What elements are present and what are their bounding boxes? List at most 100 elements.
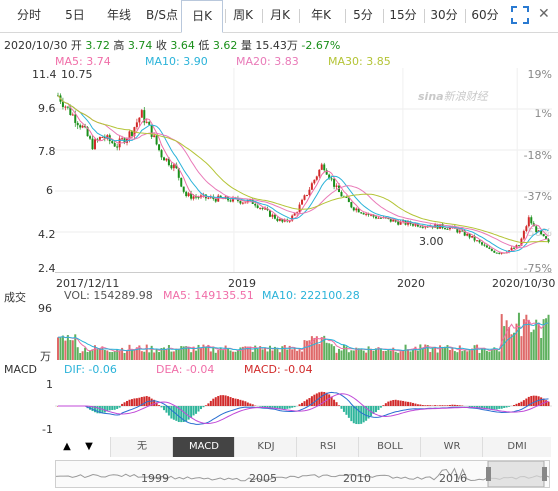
price-axis-label: 11.4 xyxy=(32,68,57,81)
candle-body xyxy=(495,252,498,254)
volume-bar xyxy=(79,353,82,360)
tab-daily-k[interactable]: 日K xyxy=(181,0,223,33)
indicator-tab-none[interactable]: 无 xyxy=(110,437,173,457)
candle-body xyxy=(148,121,151,125)
volume-bar xyxy=(180,346,183,360)
volume-bar xyxy=(91,349,94,360)
ma30-legend: MA30: 3.85 xyxy=(328,55,391,68)
volume-bar xyxy=(463,349,466,360)
tab-5day[interactable]: 5日 xyxy=(65,8,85,22)
tab-separator xyxy=(299,9,300,23)
volume-bar xyxy=(510,334,513,360)
macd-bar xyxy=(180,406,183,423)
candlesticks xyxy=(57,92,550,255)
macd-bar xyxy=(453,404,456,406)
volume-bar xyxy=(254,345,257,360)
candle-body xyxy=(498,252,501,254)
macd-bar xyxy=(537,396,540,406)
macd-bar xyxy=(399,400,402,406)
macd-bar xyxy=(527,396,530,406)
volume-bar xyxy=(357,348,360,360)
volume-bar xyxy=(140,351,143,360)
tab-monthly-k[interactable]: 月K xyxy=(270,8,290,22)
macd-bar xyxy=(372,406,375,414)
range-navigator[interactable] xyxy=(55,460,550,488)
volume-chart[interactable] xyxy=(55,302,552,360)
indicator-tab-kdj[interactable]: KDJ xyxy=(234,437,297,457)
volume-bar xyxy=(315,336,318,360)
volume-bar xyxy=(66,335,69,360)
volume-bar xyxy=(98,348,101,360)
macd-bar xyxy=(249,403,252,406)
tab-5min[interactable]: 5分 xyxy=(353,8,373,22)
navigator-selection[interactable] xyxy=(487,460,545,488)
macd-bar xyxy=(160,406,163,408)
candle-body xyxy=(217,195,220,202)
volume-bar xyxy=(530,332,533,360)
candle-body xyxy=(239,201,242,204)
macd-bar xyxy=(320,391,323,406)
kline-chart[interactable] xyxy=(55,68,552,273)
macd-bar xyxy=(367,406,370,419)
macd-bar xyxy=(293,406,296,408)
volume-bar xyxy=(286,349,289,360)
volume-bar xyxy=(387,349,390,360)
tab-60min[interactable]: 60分 xyxy=(471,8,499,22)
volume-bar xyxy=(540,337,543,360)
scroll-up-button[interactable]: ▲ xyxy=(63,441,71,452)
volume-bar xyxy=(397,352,400,360)
tab-weekly-k[interactable]: 周K xyxy=(233,8,253,22)
volume-bar xyxy=(372,350,375,360)
navigator-left-handle[interactable] xyxy=(486,467,491,481)
indicator-tab-boll[interactable]: BOLL xyxy=(358,437,421,457)
volume-bar xyxy=(451,348,454,360)
candle-body xyxy=(264,208,267,210)
tab-15min[interactable]: 15分 xyxy=(389,8,417,22)
close-icon[interactable]: ✕ xyxy=(538,6,550,22)
candle-body xyxy=(444,228,447,230)
volume-ma-line xyxy=(57,322,549,352)
macd-bar xyxy=(145,396,148,406)
volume-bar xyxy=(288,345,291,360)
indicator-tab-dmi[interactable]: DMI xyxy=(482,437,551,457)
tab-yearly-k[interactable]: 年K xyxy=(311,8,331,22)
tab-fenshi[interactable]: 分时 xyxy=(16,8,41,22)
fullscreen-icon[interactable] xyxy=(511,6,529,24)
candle-body xyxy=(288,220,291,222)
volume-bar xyxy=(204,347,207,360)
tab-30min[interactable]: 30分 xyxy=(430,8,458,22)
macd-bar xyxy=(123,402,126,406)
indicator-tab-macd[interactable]: MACD xyxy=(172,437,235,457)
macd-axis-top: 1 xyxy=(46,378,53,391)
ma10-legend: MA10: 3.90 xyxy=(145,55,208,68)
macd-chart[interactable] xyxy=(55,378,552,434)
volume-bar xyxy=(426,345,429,360)
macd-bar xyxy=(468,406,471,408)
macd-bar xyxy=(335,402,338,406)
navigator-year: 2016 xyxy=(439,472,467,485)
candle-body xyxy=(199,195,202,198)
volume-bar xyxy=(480,349,483,360)
volume-bar xyxy=(249,347,252,360)
macd-bar xyxy=(162,406,165,411)
volume-bar xyxy=(367,346,370,360)
macd-bar xyxy=(118,406,121,408)
macd-bar xyxy=(377,406,380,410)
candle-body xyxy=(424,226,427,228)
candle-body xyxy=(335,185,338,187)
macd-bar xyxy=(485,406,488,410)
tab-yearline[interactable]: 年线 xyxy=(106,8,131,22)
navigator-right-handle[interactable] xyxy=(542,467,547,481)
volume-bar xyxy=(236,350,239,360)
tab-bs-points[interactable]: B/S点 xyxy=(146,8,178,22)
candle-body xyxy=(446,228,449,230)
indicator-tab-rsi[interactable]: RSI xyxy=(296,437,359,457)
volume-bar xyxy=(212,346,215,360)
volume-bar xyxy=(266,351,269,360)
macd-bar xyxy=(490,406,493,410)
indicator-tab-wr[interactable]: WR xyxy=(420,437,483,457)
scroll-down-button[interactable]: ▼ xyxy=(85,441,93,452)
candle-body xyxy=(79,125,82,128)
macd-bar xyxy=(540,397,543,406)
macd-bar xyxy=(325,392,328,406)
